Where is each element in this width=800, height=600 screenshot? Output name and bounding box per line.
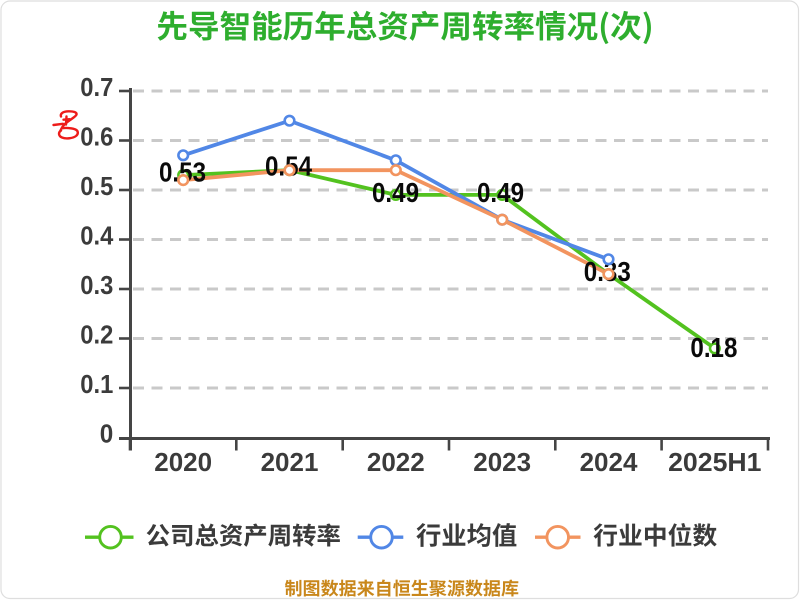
svg-text:2021: 2021 <box>261 447 319 477</box>
svg-text:0.1: 0.1 <box>80 369 113 399</box>
svg-text:0.2: 0.2 <box>80 320 113 350</box>
svg-text:2020: 2020 <box>154 447 212 477</box>
svg-text:2024: 2024 <box>580 447 638 477</box>
svg-text:0.49: 0.49 <box>477 177 524 208</box>
svg-text:2022: 2022 <box>367 447 425 477</box>
svg-text:0.7: 0.7 <box>80 72 113 102</box>
svg-text:0.4: 0.4 <box>80 221 113 251</box>
svg-text:2025H1: 2025H1 <box>668 447 761 477</box>
svg-text:0.18: 0.18 <box>690 332 737 363</box>
svg-text:2023: 2023 <box>473 447 531 477</box>
svg-text:0.5: 0.5 <box>80 171 113 201</box>
svg-text:0.6: 0.6 <box>80 122 113 152</box>
svg-text:0.3: 0.3 <box>80 270 113 300</box>
svg-text:0.49: 0.49 <box>372 177 419 208</box>
svg-text:0: 0 <box>100 419 114 449</box>
